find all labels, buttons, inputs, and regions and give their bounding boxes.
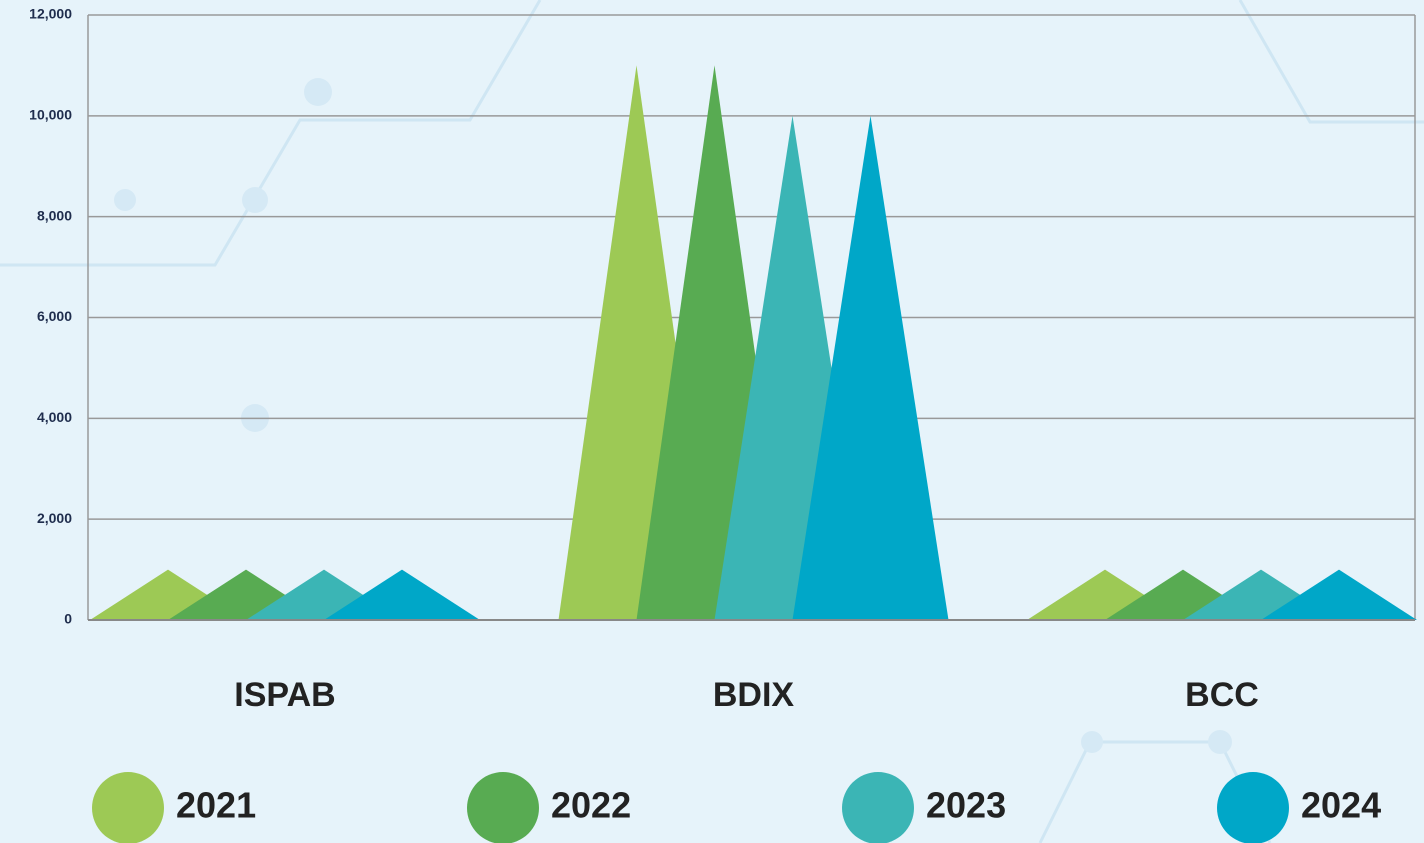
x-tick-label: ISPAB	[234, 676, 335, 714]
legend-label: 2021	[176, 785, 256, 826]
page: {"chart_data": {"type": "triangle", "cat…	[0, 0, 1424, 843]
legend-swatch	[467, 772, 539, 843]
y-tick-label: 6,000	[37, 308, 72, 324]
legend-swatch	[92, 772, 164, 843]
legend-label: 2023	[926, 785, 1006, 826]
legend-label: 2022	[551, 785, 631, 826]
y-tick-label: 4,000	[37, 409, 72, 425]
y-tick-label: 2,000	[37, 510, 72, 526]
x-tick-label: BDIX	[713, 676, 795, 714]
legend-swatch	[842, 772, 914, 843]
x-tick-label: BCC	[1185, 676, 1259, 714]
y-tick-label: 0	[64, 611, 72, 627]
y-tick-label: 8,000	[37, 207, 72, 223]
chart: 0 2,000 4,000 6,000 8,000 10,000 12,000 ISPAB BD…	[0, 0, 1424, 843]
y-tick-label: 10,000	[29, 107, 72, 123]
y-tick-label: 12,000	[29, 6, 72, 22]
legend-swatch	[1217, 772, 1289, 843]
legend-label: 2024	[1301, 785, 1381, 826]
